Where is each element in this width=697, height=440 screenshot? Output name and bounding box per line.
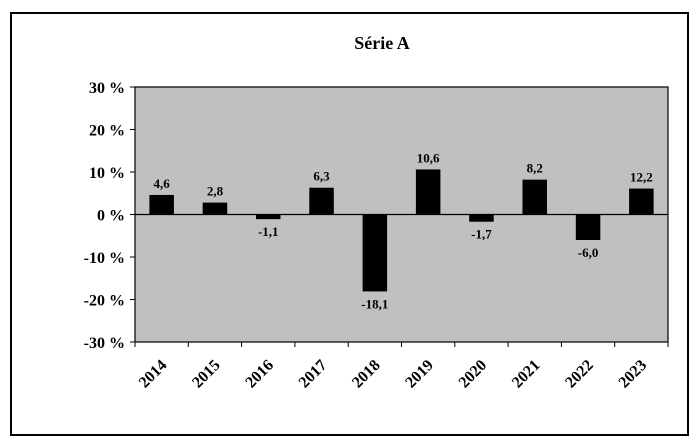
y-axis: 30 % 20 % 10 % 0 % -10 % -20 % -30 % <box>84 80 135 352</box>
x-tick-label: 2016 <box>242 357 277 392</box>
x-tick-label: 2021 <box>509 357 544 392</box>
bar-2023 <box>629 188 654 215</box>
bar-2014 <box>149 194 174 215</box>
x-tick-label: 2020 <box>456 357 491 392</box>
x-tick-label: 2017 <box>296 357 331 392</box>
y-tick-label: -20 % <box>84 293 125 310</box>
y-tick-label: 10 % <box>89 165 125 182</box>
data-label: -6,0 <box>578 245 599 260</box>
data-label: -18,1 <box>361 296 388 311</box>
bar-2022 <box>575 214 601 240</box>
data-label: 2,8 <box>207 184 224 199</box>
x-tick-label: 2015 <box>189 357 224 392</box>
bars <box>149 169 654 292</box>
x-tick-label: 2014 <box>136 357 171 392</box>
data-label: 6,3 <box>313 169 330 184</box>
data-label: 10,6 <box>417 150 440 165</box>
bar-2017 <box>309 187 334 215</box>
bar-2015 <box>202 202 228 215</box>
x-tick-label: 2019 <box>402 357 437 392</box>
data-label: 4,6 <box>154 176 171 191</box>
y-tick-label: 0 % <box>97 208 125 225</box>
y-tick-label: -10 % <box>84 250 125 267</box>
chart-title: Série A <box>354 33 410 53</box>
bar-2020 <box>469 214 494 222</box>
bar-2016 <box>255 214 281 220</box>
y-tick-label: 30 % <box>89 80 125 97</box>
x-tick-label: 2018 <box>349 357 384 392</box>
x-tick-label: 2022 <box>562 357 597 392</box>
x-tick-label: 2023 <box>616 357 651 392</box>
bar-2021 <box>522 179 548 215</box>
bar-2018 <box>362 214 388 292</box>
y-tick-label: 20 % <box>89 123 125 140</box>
y-tick-label: -30 % <box>84 335 125 352</box>
data-label: 8,2 <box>527 161 543 176</box>
data-labels: 4,6 2,8 -1,1 6,3 -18,1 10,6 -1,7 8,2 -6,0 12,2 <box>154 150 653 311</box>
data-label: 12,2 <box>630 170 653 185</box>
data-label: -1,7 <box>471 227 492 242</box>
bar-2019 <box>415 169 441 215</box>
x-axis: 2014 2015 2016 2017 2018 2019 2020 2021 2022 2023 <box>134 342 669 392</box>
data-label: -1,1 <box>258 224 279 239</box>
